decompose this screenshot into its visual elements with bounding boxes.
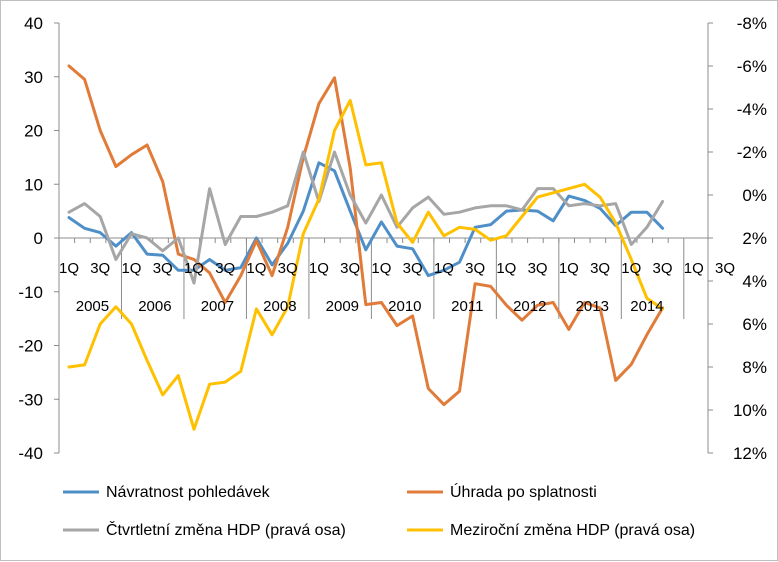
- series-line: [67, 64, 665, 407]
- right-tick-label: 12%: [733, 444, 767, 463]
- left-tick-label: 30: [24, 68, 43, 87]
- year-label: 2009: [326, 298, 359, 315]
- right-tick-label: 0%: [742, 186, 767, 205]
- quarter-label: 3Q: [403, 260, 423, 277]
- year-label: 2014: [630, 298, 663, 315]
- quarter-label: 3Q: [715, 260, 735, 277]
- year-label: 2007: [201, 298, 234, 315]
- right-tick-label: -2%: [737, 143, 767, 162]
- axis-labels: 403020100-10-20-30-40-8%-6%-4%-2%0%2%4%6…: [18, 14, 767, 463]
- right-tick-label: 8%: [742, 358, 767, 377]
- left-tick-label: -30: [18, 390, 43, 409]
- right-tick-label: -6%: [737, 57, 767, 76]
- left-tick-label: 20: [24, 122, 43, 141]
- quarter-label: 1Q: [121, 260, 141, 277]
- quarter-label: 1Q: [621, 260, 641, 277]
- right-tick-label: -4%: [737, 100, 767, 119]
- quarter-label: 3Q: [278, 260, 298, 277]
- series-line: [67, 161, 665, 278]
- axes: [54, 22, 713, 454]
- legend-label: Úhrada po splatnosti: [450, 482, 597, 501]
- series-layer: [67, 64, 665, 431]
- quarter-label: 1Q: [434, 260, 454, 277]
- year-label: 2010: [388, 298, 421, 315]
- quarter-label: 3Q: [153, 260, 173, 277]
- quarter-label: 1Q: [496, 260, 516, 277]
- legend-label: Návratnost pohledávek: [106, 484, 271, 501]
- quarter-label: 1Q: [184, 260, 204, 277]
- right-tick-label: 4%: [742, 272, 767, 291]
- series-line: [67, 150, 665, 285]
- quarter-label: 3Q: [653, 260, 673, 277]
- left-tick-label: -10: [18, 283, 43, 302]
- left-tick-label: 10: [24, 175, 43, 194]
- quarter-label: 3Q: [215, 260, 235, 277]
- legend: Návratnost pohledávek Úhrada po splatnost…: [63, 482, 695, 539]
- quarter-label: 1Q: [309, 260, 329, 277]
- year-label: 2006: [138, 298, 171, 315]
- legend-label: Meziroční změna HDP (pravá osa): [450, 522, 695, 539]
- year-label: 2008: [263, 298, 296, 315]
- quarter-label: 1Q: [246, 260, 266, 277]
- left-tick-label: -40: [18, 444, 43, 463]
- quarter-label: 3Q: [528, 260, 548, 277]
- quarter-label: 3Q: [590, 260, 610, 277]
- quarter-label: 1Q: [559, 260, 579, 277]
- quarter-label: 1Q: [59, 260, 79, 277]
- left-tick-label: 40: [24, 14, 43, 33]
- left-tick-label: 0: [34, 229, 43, 248]
- right-tick-label: 10%: [733, 401, 767, 420]
- right-tick-label: -8%: [737, 14, 767, 33]
- left-tick-label: -20: [18, 337, 43, 356]
- quarter-label: 1Q: [371, 260, 391, 277]
- quarter-label: 3Q: [340, 260, 360, 277]
- series-line: [67, 98, 665, 431]
- right-tick-label: 2%: [742, 229, 767, 248]
- right-tick-label: 6%: [742, 315, 767, 334]
- quarter-label: 3Q: [90, 260, 110, 277]
- legend-label: Čtvrtletní změna HDP (pravá osa): [106, 520, 346, 539]
- year-label: 2012: [513, 298, 546, 315]
- year-label: 2005: [76, 298, 109, 315]
- year-label: 2011: [451, 298, 483, 315]
- year-label: 2013: [576, 298, 609, 315]
- quarter-label: 3Q: [465, 260, 485, 277]
- quarter-label: 1Q: [684, 260, 704, 277]
